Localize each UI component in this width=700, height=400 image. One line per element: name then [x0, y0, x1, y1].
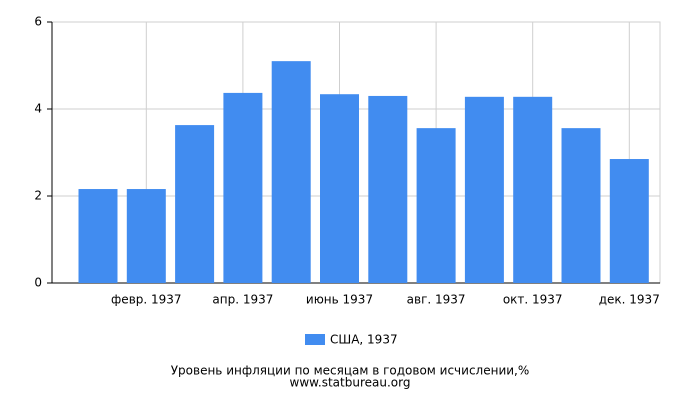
bar: [561, 128, 601, 283]
x-tick-label: февр. 1937: [111, 293, 182, 307]
y-tick-label: 4: [34, 102, 42, 116]
bar: [416, 128, 456, 283]
x-tick-label: авг. 1937: [407, 293, 466, 307]
legend-label: США, 1937: [330, 333, 398, 347]
y-tick-label: 0: [34, 276, 42, 290]
source: www.statbureau.org: [290, 376, 411, 390]
bar: [368, 95, 408, 283]
legend-swatch: [305, 334, 325, 345]
bar: [78, 189, 118, 283]
x-tick-label: дек. 1937: [599, 293, 660, 307]
x-tick-label: апр. 1937: [212, 293, 273, 307]
bar: [223, 92, 263, 283]
bar: [126, 189, 166, 283]
bar: [271, 61, 311, 284]
bar: [175, 125, 215, 283]
chart-title: Уровень инфляции по месяцам в годовом ис…: [171, 364, 530, 378]
bar: [320, 94, 359, 284]
bar: [513, 96, 553, 283]
x-tick-label: июнь 1937: [306, 293, 373, 307]
y-tick-label: 2: [34, 189, 42, 203]
y-tick-label: 6: [34, 15, 42, 29]
bar: [464, 96, 504, 283]
x-tick-label: окт. 1937: [503, 293, 563, 307]
bar: [609, 159, 649, 283]
